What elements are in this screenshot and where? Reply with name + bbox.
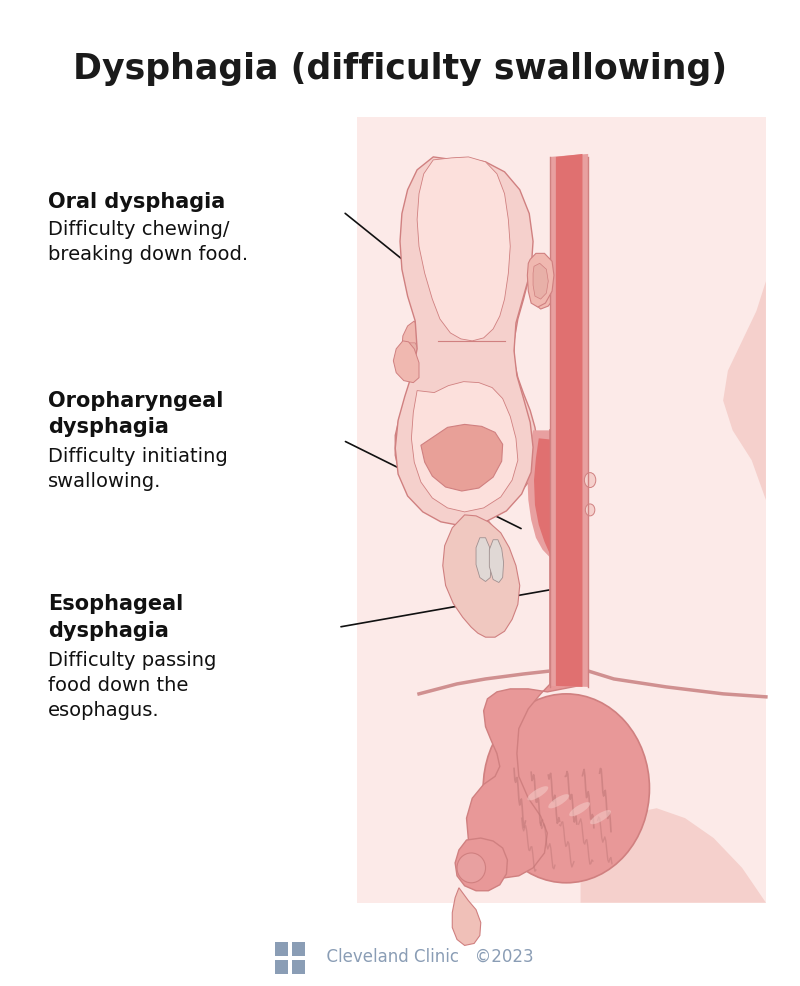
Polygon shape [558,430,581,684]
Polygon shape [581,809,766,902]
Ellipse shape [586,504,595,516]
Ellipse shape [548,794,569,809]
Bar [358,117,766,902]
Polygon shape [394,341,419,383]
Text: Dysphagia (difficulty swallowing): Dysphagia (difficulty swallowing) [73,52,727,87]
Polygon shape [490,534,499,568]
Text: Oropharyngeal
dysphagia: Oropharyngeal dysphagia [48,390,224,437]
Polygon shape [534,439,558,555]
Polygon shape [412,371,518,500]
Ellipse shape [569,802,590,816]
Polygon shape [533,256,558,309]
Polygon shape [461,528,496,585]
Polygon shape [452,887,481,946]
Polygon shape [533,263,548,299]
Text: Oral dysphagia: Oral dysphagia [48,191,226,212]
Polygon shape [411,382,518,512]
Polygon shape [537,269,548,299]
Bar [274,960,288,974]
Polygon shape [581,816,657,902]
Text: Difficulty chewing/
breaking down food.: Difficulty chewing/ breaking down food. [48,220,249,263]
Polygon shape [455,838,507,890]
Polygon shape [442,515,520,637]
Text: Difficulty initiating
swallowing.: Difficulty initiating swallowing. [48,448,228,491]
Ellipse shape [527,786,548,801]
Polygon shape [490,539,503,583]
Text: Cleveland Clinic   ©2023: Cleveland Clinic ©2023 [316,948,534,965]
Polygon shape [395,164,538,515]
Polygon shape [527,253,554,307]
Text: Difficulty passing
food down the
esophagus.: Difficulty passing food down the esophag… [48,651,217,720]
Ellipse shape [483,694,650,882]
Polygon shape [417,157,510,341]
Ellipse shape [590,810,611,824]
Polygon shape [406,343,419,363]
Polygon shape [424,427,505,484]
Polygon shape [395,157,533,526]
Polygon shape [402,321,425,363]
Ellipse shape [457,853,486,882]
Polygon shape [527,430,550,560]
Polygon shape [476,537,491,582]
Polygon shape [723,117,766,902]
Bar [274,943,288,956]
Polygon shape [478,529,490,570]
Polygon shape [550,154,588,687]
Polygon shape [466,684,588,878]
Ellipse shape [584,472,596,487]
Polygon shape [550,430,588,684]
Polygon shape [556,154,582,687]
Polygon shape [450,515,505,599]
Bar [292,960,305,974]
Text: Esophageal
dysphagia: Esophageal dysphagia [48,595,184,641]
Bar [292,943,305,956]
Polygon shape [421,424,502,491]
Polygon shape [421,173,512,321]
